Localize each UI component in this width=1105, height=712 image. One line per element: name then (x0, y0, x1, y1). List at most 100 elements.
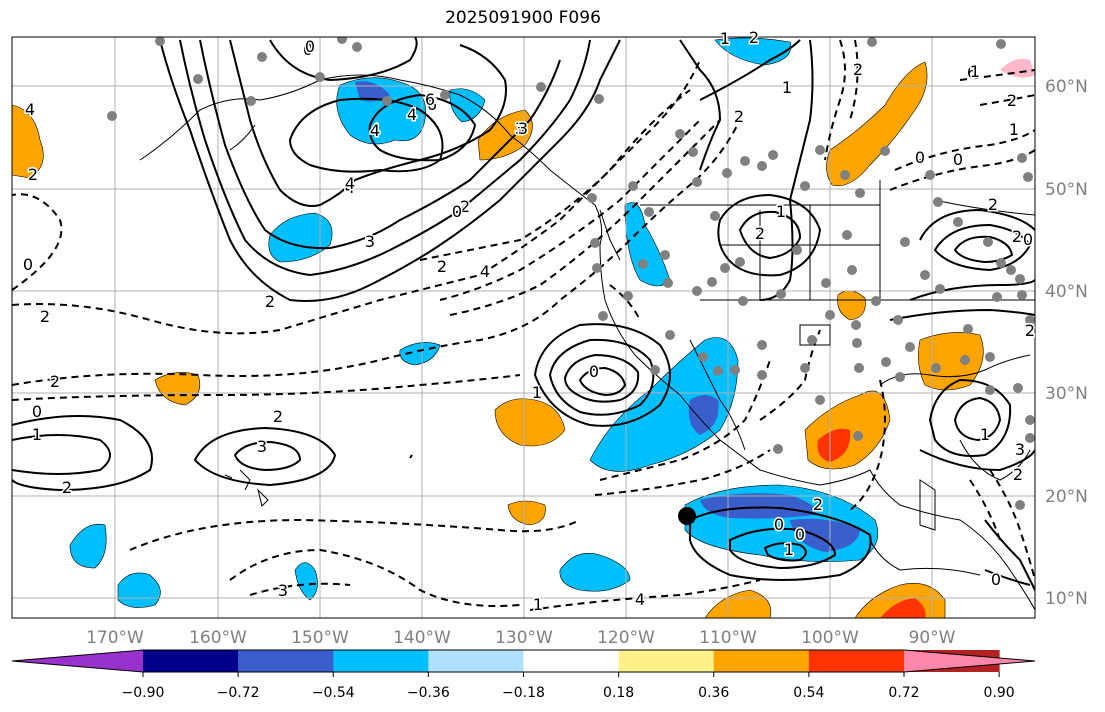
contour-label: 0 (915, 148, 925, 167)
colorbar-segment (12, 650, 143, 672)
contour-label: 2 (273, 407, 283, 426)
colorbar-segment (713, 650, 810, 672)
contour-label: 2 (1012, 227, 1022, 246)
lat-label: 10°N (1045, 589, 1088, 609)
colorbar: −0.90 −0.72 −0.54 −0.36 −0.18 0.18 0.36 0.54 0.7… (11, 649, 1036, 701)
contours-positive (12, 37, 1035, 591)
contour-label: 2 (40, 307, 50, 326)
station-dots (107, 37, 1035, 510)
contour-label: 0 (795, 525, 805, 544)
contour-label: 0 (32, 402, 42, 421)
location-marker (678, 507, 696, 525)
colorbar-ticks: −0.90 −0.72 −0.54 −0.36 −0.18 0.18 0.36 0.54 0.7… (122, 672, 1015, 701)
contour-label: 2 (50, 372, 60, 391)
contour-label: 0 (953, 150, 963, 169)
contour-label: 2 (1025, 321, 1035, 340)
contour-label: 2 (749, 28, 759, 47)
map-title: 2025091900 F096 (445, 8, 601, 28)
contour-label: 2 (460, 197, 470, 216)
contour-label: 2 (1013, 465, 1023, 484)
contour-label: 4 (407, 105, 417, 124)
contour-label: 4 (345, 178, 355, 197)
colorbar-tick-label: −0.72 (217, 685, 260, 701)
lat-label: 60°N (1045, 77, 1088, 97)
contour-label: 3 (1015, 440, 1025, 459)
latitude-labels: 60°N 50°N 40°N 30°N 20°N 10°N (1045, 77, 1088, 609)
contour-label: 3 (257, 437, 267, 456)
colorbar-segment (808, 650, 905, 672)
lon-label: 170°W (86, 628, 144, 648)
colorbar-segment (618, 650, 715, 672)
contour-label: 4 (635, 590, 645, 609)
lon-label: 110°W (699, 628, 757, 648)
lon-label: 100°W (801, 628, 859, 648)
lat-label: 40°N (1045, 282, 1088, 302)
contour-label: 1 (720, 29, 730, 48)
contour-label: 2 (62, 478, 72, 497)
contour-label: 3 (278, 581, 288, 600)
contour-label: 0 (1023, 230, 1033, 249)
contour-label: 0 (452, 202, 462, 221)
contour-label: 2 (265, 292, 275, 311)
contour-label: 0 (991, 570, 1001, 589)
contour-label: 1 (1009, 120, 1019, 139)
contour-label: 3 (515, 119, 525, 138)
contour-label: 3 (518, 119, 528, 138)
colorbar-segment (238, 650, 334, 672)
contour-label: 1 (776, 202, 786, 221)
lat-label: 50°N (1045, 180, 1088, 200)
contour-label: 1 (533, 595, 543, 614)
contour-label: 4 (25, 100, 35, 119)
contour-label: 4 (345, 174, 355, 193)
colorbar-tick-label: 0.54 (793, 685, 824, 701)
lon-label: 90°W (909, 628, 956, 648)
contour-label: 6 (967, 63, 977, 82)
colorbar-segment (904, 650, 1035, 672)
colorbar-segment (428, 650, 524, 672)
longitude-labels: 170°W 160°W 150°W 140°W 130°W 120°W 110°… (86, 628, 956, 648)
colorbar-segment (333, 650, 429, 672)
colorbar-tick-label: −0.36 (407, 685, 450, 701)
contour-label: 0 (303, 40, 313, 59)
contour-label: 2 (813, 495, 823, 514)
contour-label: 0 (774, 515, 784, 534)
map-frame (11, 36, 1036, 619)
lon-label: 120°W (597, 628, 655, 648)
contour-label: 2 (988, 195, 998, 214)
contour-label: 4 (480, 262, 490, 281)
contour-label: 1 (980, 425, 990, 444)
contour-label: 3 (365, 232, 375, 251)
colorbar-tick-label: 0.18 (603, 685, 634, 701)
contour-label: 6 (425, 90, 435, 109)
contour-label: 6 (427, 95, 437, 114)
lon-label: 150°W (291, 628, 349, 648)
colorbar-segments (12, 650, 1035, 672)
contour-label: 2 (853, 60, 863, 79)
colorbar-segment (143, 650, 239, 672)
colorbar-tick-label: 0.36 (698, 685, 729, 701)
lat-label: 30°N (1045, 384, 1088, 404)
contour-label: 2 (1007, 91, 1017, 110)
colorbar-tick-label: 0.90 (984, 685, 1015, 701)
colorbar-tick-label: −0.18 (502, 685, 545, 701)
lon-label: 160°W (189, 628, 247, 648)
colorbar-tick-label: −0.90 (122, 685, 165, 701)
lon-label: 130°W (495, 628, 553, 648)
graticule (12, 37, 1035, 618)
contour-label: 2 (734, 107, 744, 126)
contour-label: 0 (23, 255, 33, 274)
contour-label: 1 (784, 540, 794, 559)
lon-label: 140°W (393, 628, 451, 648)
lat-label: 20°N (1045, 487, 1088, 507)
colorbar-tick-label: −0.54 (312, 685, 355, 701)
contour-label: 1 (32, 425, 42, 444)
contour-label: 0 (305, 37, 315, 56)
contour-label: 4 (370, 121, 380, 140)
contour-label: 1 (782, 78, 792, 97)
contour-label: 1 (970, 62, 980, 81)
contour-label: 1 (532, 383, 542, 402)
contour-label: 2 (755, 224, 765, 243)
contour-label: 0 (589, 362, 599, 381)
